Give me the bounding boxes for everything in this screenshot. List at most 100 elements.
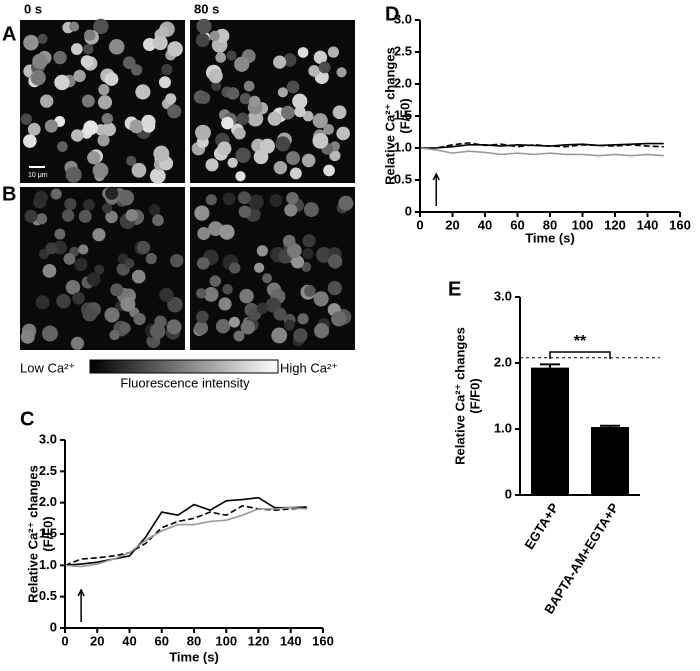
data-line [64,504,307,567]
y-tick-label: 0.5 [394,171,412,186]
cell [165,93,177,105]
cell [336,126,350,141]
y-tick-label: 1.0 [39,557,57,572]
cell [228,316,240,328]
x-tick-label: 20 [445,217,459,232]
cell [259,138,275,154]
x-tick-label: 120 [248,633,270,648]
cell [293,328,308,343]
cell [36,213,48,225]
data-line [420,142,664,149]
cell [167,104,182,119]
cell [92,228,106,242]
cell [331,311,347,327]
cell [194,321,209,335]
cell [92,162,109,179]
cell [209,30,220,42]
cell [74,257,88,272]
x-axis-label: Time (s) [525,230,575,245]
y-tick-label: 2.0 [39,494,57,509]
colorbar [89,359,279,374]
y-tick-label: 0 [405,203,412,218]
error-bar [540,363,560,368]
cell [195,33,210,48]
cell [87,150,101,165]
cell [97,134,110,147]
y-tick-label: 3.0 [394,11,412,26]
y-tick-label: 1.5 [394,107,412,122]
cell [240,320,256,335]
x-tick-label: 60 [510,217,524,232]
cell [108,39,125,55]
cell [27,122,41,136]
cell [80,55,94,68]
x-tick-label: 20 [90,633,104,648]
cell [84,29,96,41]
y-tick-label: 1.5 [39,525,57,540]
cell [208,221,223,237]
cell [327,254,343,269]
cell [273,307,287,321]
cell [286,192,299,205]
arrow [432,172,440,206]
micrograph [190,187,355,350]
cell [235,171,246,182]
cell [83,120,98,136]
cell [170,253,184,268]
cell [196,310,209,324]
x-tick-label: 0 [416,217,423,232]
cell [196,257,210,270]
cell [119,322,131,334]
cell [336,67,347,78]
cell [153,145,170,162]
cell [205,158,219,172]
cell [34,190,48,205]
cell [327,46,340,58]
cell [283,319,295,331]
cell [229,262,241,274]
micrographs [20,18,355,350]
cell [149,168,166,184]
cell [72,291,85,305]
cell [94,264,105,275]
cell [104,307,120,323]
cell [158,26,169,37]
cell [125,209,138,222]
cell [45,242,58,255]
cell [109,329,120,341]
cell [221,116,234,130]
cell [323,164,335,177]
x-axis-label: Time (s) [169,649,219,664]
cell [152,35,168,51]
cell [248,194,264,210]
cell [110,283,124,297]
cell [215,319,231,334]
cell [313,323,330,339]
cell [237,191,251,205]
cell [65,280,81,295]
cell [61,209,75,222]
colorbar-high: High Ca²⁺ [280,360,338,375]
y-axis-label: Relative Ca²⁺ changes [452,327,467,465]
x-tick-label: 160 [669,217,691,232]
x-tick-label: 160 [312,633,334,648]
cell [167,296,183,313]
cell [81,94,95,108]
cell [273,55,287,69]
cell [243,80,255,92]
cell [196,18,212,34]
cell [286,80,300,94]
cell [273,160,288,175]
cell [208,68,223,84]
error-bar [600,424,620,428]
cell [294,105,306,118]
y-tick-label: 3.0 [39,431,57,446]
cell [42,325,58,342]
cell [233,330,245,342]
cell [24,209,38,223]
cell [332,105,347,120]
cell [338,195,354,211]
cell [267,111,282,126]
cell [126,155,137,166]
cell [323,123,335,135]
